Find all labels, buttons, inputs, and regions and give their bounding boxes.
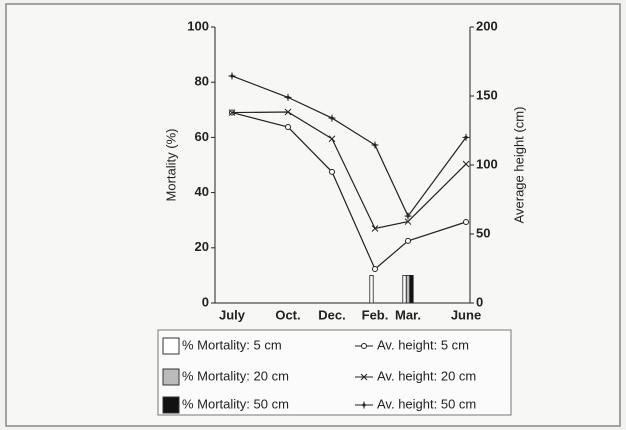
x-tick-label: Feb. xyxy=(362,307,389,322)
y-tick-label: 40 xyxy=(195,184,209,199)
point xyxy=(228,109,236,116)
bar xyxy=(405,274,411,304)
marker-shape xyxy=(230,74,234,78)
legend-marker xyxy=(360,373,368,381)
y2-tick-label: 200 xyxy=(476,18,498,33)
y2-tick-label: 100 xyxy=(476,156,498,171)
point xyxy=(462,133,470,141)
point xyxy=(285,124,291,131)
legend-marker xyxy=(361,343,367,349)
marker-shape xyxy=(330,116,334,120)
point xyxy=(404,218,412,225)
point xyxy=(284,93,292,101)
point xyxy=(328,114,336,122)
point xyxy=(284,108,292,116)
point xyxy=(462,160,470,168)
legend-box xyxy=(157,329,512,416)
y-tick-label: 80 xyxy=(195,74,209,89)
legend-label: Av. height: 20 cm xyxy=(377,368,476,383)
marker-shape xyxy=(462,160,470,168)
x-tick-label: July xyxy=(219,307,246,322)
legend-label: Av. height: 50 cm xyxy=(377,396,476,411)
x-tick-label: June xyxy=(451,307,481,322)
marker-shape xyxy=(284,108,292,116)
point xyxy=(328,135,336,143)
y-tick-label: 0 xyxy=(202,294,209,309)
y2-tick-label: 0 xyxy=(476,294,483,309)
legend-label: % Mortality: 5 cm xyxy=(182,337,282,352)
point xyxy=(372,266,378,273)
marker-shape xyxy=(373,143,377,147)
x-tick-label: Dec. xyxy=(318,307,345,322)
y-tick-label: 20 xyxy=(195,239,209,254)
line xyxy=(231,75,467,218)
y-axis-label: Mortality (%) xyxy=(163,129,178,202)
marker-shape xyxy=(285,124,291,131)
marker-shape xyxy=(464,135,468,139)
marker-shape xyxy=(463,218,469,225)
bar xyxy=(409,274,414,304)
point xyxy=(463,218,469,225)
legend-label: % Mortality: 20 cm xyxy=(182,368,289,383)
y2-axis-label: Average height (cm) xyxy=(511,107,526,224)
marker-shape xyxy=(286,95,290,99)
bar xyxy=(402,274,407,304)
legend-marker xyxy=(360,401,368,409)
y2-tick-label: 50 xyxy=(476,225,490,240)
marker-shape xyxy=(405,237,411,244)
legend-swatch xyxy=(162,396,180,414)
legend-swatch xyxy=(162,368,180,386)
x-tick-label: Mar. xyxy=(395,307,421,322)
marker-shape xyxy=(329,168,335,175)
point xyxy=(228,72,236,80)
marker-shape xyxy=(406,214,410,218)
marker-shape xyxy=(372,266,378,273)
point xyxy=(404,212,412,220)
legend-label: Av. height: 5 cm xyxy=(377,337,469,352)
marker-shape xyxy=(360,373,368,381)
marker-shape xyxy=(362,403,366,407)
line xyxy=(231,111,467,271)
marker-shape xyxy=(228,109,236,116)
marker-shape xyxy=(404,218,412,225)
bar xyxy=(369,274,374,304)
point xyxy=(329,168,335,175)
point xyxy=(405,237,411,244)
y2-tick-label: 150 xyxy=(476,87,498,102)
legend-swatch xyxy=(162,337,180,355)
marker-shape xyxy=(328,135,336,143)
marker-shape xyxy=(371,225,379,232)
y-tick-label: 60 xyxy=(195,129,209,144)
point xyxy=(371,225,379,232)
y-tick-label: 100 xyxy=(187,18,209,33)
line xyxy=(231,111,467,230)
marker-shape xyxy=(361,343,367,349)
point xyxy=(371,141,379,149)
legend-label: % Mortality: 50 cm xyxy=(182,396,289,411)
x-tick-label: Oct. xyxy=(275,307,300,322)
